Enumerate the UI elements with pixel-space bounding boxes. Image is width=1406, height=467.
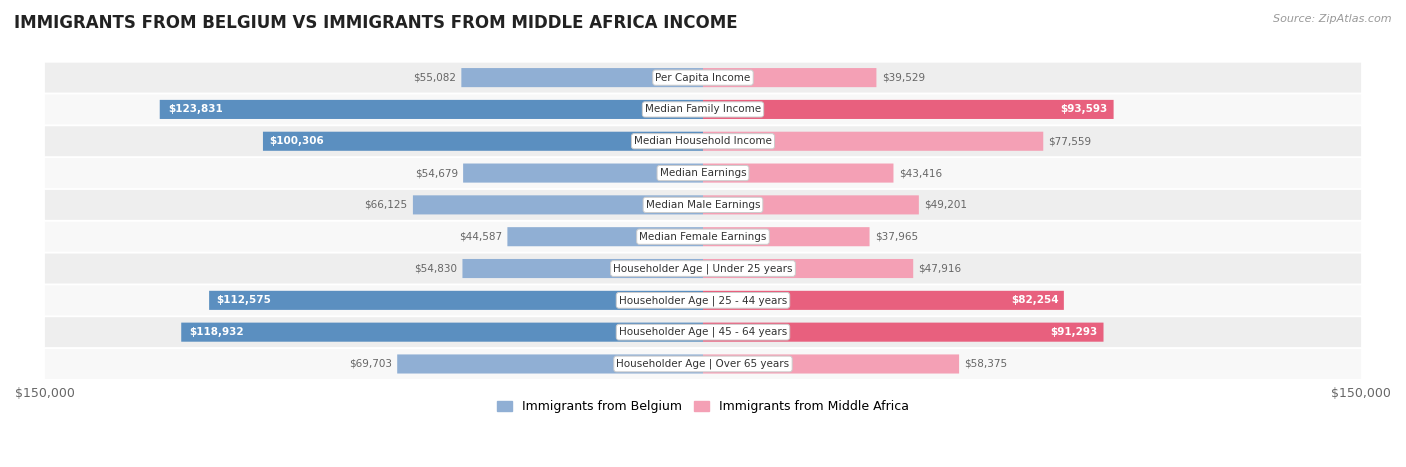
Text: $93,593: $93,593: [1060, 105, 1108, 114]
FancyBboxPatch shape: [703, 100, 1114, 119]
FancyBboxPatch shape: [45, 254, 1361, 283]
Text: $77,559: $77,559: [1049, 136, 1091, 146]
Text: $49,201: $49,201: [924, 200, 967, 210]
FancyBboxPatch shape: [463, 259, 703, 278]
FancyBboxPatch shape: [413, 195, 703, 214]
FancyBboxPatch shape: [463, 163, 703, 183]
FancyBboxPatch shape: [45, 349, 1361, 379]
Text: $100,306: $100,306: [270, 136, 325, 146]
FancyBboxPatch shape: [45, 222, 1361, 252]
Text: $54,679: $54,679: [415, 168, 458, 178]
FancyBboxPatch shape: [703, 259, 914, 278]
Text: Householder Age | 45 - 64 years: Householder Age | 45 - 64 years: [619, 327, 787, 338]
Text: $58,375: $58,375: [965, 359, 1008, 369]
Text: $112,575: $112,575: [217, 295, 271, 305]
Text: $118,932: $118,932: [188, 327, 243, 337]
FancyBboxPatch shape: [45, 190, 1361, 220]
Text: $69,703: $69,703: [349, 359, 392, 369]
Text: $82,254: $82,254: [1011, 295, 1059, 305]
Legend: Immigrants from Belgium, Immigrants from Middle Africa: Immigrants from Belgium, Immigrants from…: [492, 395, 914, 418]
Text: Median Female Earnings: Median Female Earnings: [640, 232, 766, 242]
Text: Source: ZipAtlas.com: Source: ZipAtlas.com: [1274, 14, 1392, 24]
FancyBboxPatch shape: [45, 126, 1361, 156]
FancyBboxPatch shape: [398, 354, 703, 374]
Text: $54,830: $54,830: [415, 263, 457, 274]
Text: Median Household Income: Median Household Income: [634, 136, 772, 146]
FancyBboxPatch shape: [703, 323, 1104, 342]
Text: $37,965: $37,965: [875, 232, 918, 242]
Text: $47,916: $47,916: [918, 263, 962, 274]
Text: $55,082: $55,082: [413, 72, 456, 83]
Text: Householder Age | Under 25 years: Householder Age | Under 25 years: [613, 263, 793, 274]
FancyBboxPatch shape: [45, 317, 1361, 347]
Text: $39,529: $39,529: [882, 72, 925, 83]
Text: Householder Age | 25 - 44 years: Householder Age | 25 - 44 years: [619, 295, 787, 305]
FancyBboxPatch shape: [45, 63, 1361, 92]
FancyBboxPatch shape: [45, 158, 1361, 188]
FancyBboxPatch shape: [181, 323, 703, 342]
Text: Median Family Income: Median Family Income: [645, 105, 761, 114]
Text: Median Male Earnings: Median Male Earnings: [645, 200, 761, 210]
FancyBboxPatch shape: [703, 354, 959, 374]
Text: IMMIGRANTS FROM BELGIUM VS IMMIGRANTS FROM MIDDLE AFRICA INCOME: IMMIGRANTS FROM BELGIUM VS IMMIGRANTS FR…: [14, 14, 738, 32]
Text: Householder Age | Over 65 years: Householder Age | Over 65 years: [616, 359, 790, 369]
FancyBboxPatch shape: [45, 94, 1361, 124]
Text: $44,587: $44,587: [458, 232, 502, 242]
FancyBboxPatch shape: [160, 100, 703, 119]
FancyBboxPatch shape: [263, 132, 703, 151]
FancyBboxPatch shape: [703, 291, 1064, 310]
FancyBboxPatch shape: [45, 285, 1361, 315]
FancyBboxPatch shape: [703, 68, 876, 87]
FancyBboxPatch shape: [703, 132, 1043, 151]
Text: $66,125: $66,125: [364, 200, 408, 210]
FancyBboxPatch shape: [703, 227, 869, 246]
Text: Per Capita Income: Per Capita Income: [655, 72, 751, 83]
Text: Median Earnings: Median Earnings: [659, 168, 747, 178]
FancyBboxPatch shape: [508, 227, 703, 246]
FancyBboxPatch shape: [461, 68, 703, 87]
FancyBboxPatch shape: [703, 195, 920, 214]
FancyBboxPatch shape: [209, 291, 703, 310]
Text: $123,831: $123,831: [167, 105, 222, 114]
Text: $91,293: $91,293: [1050, 327, 1098, 337]
FancyBboxPatch shape: [703, 163, 893, 183]
Text: $43,416: $43,416: [898, 168, 942, 178]
